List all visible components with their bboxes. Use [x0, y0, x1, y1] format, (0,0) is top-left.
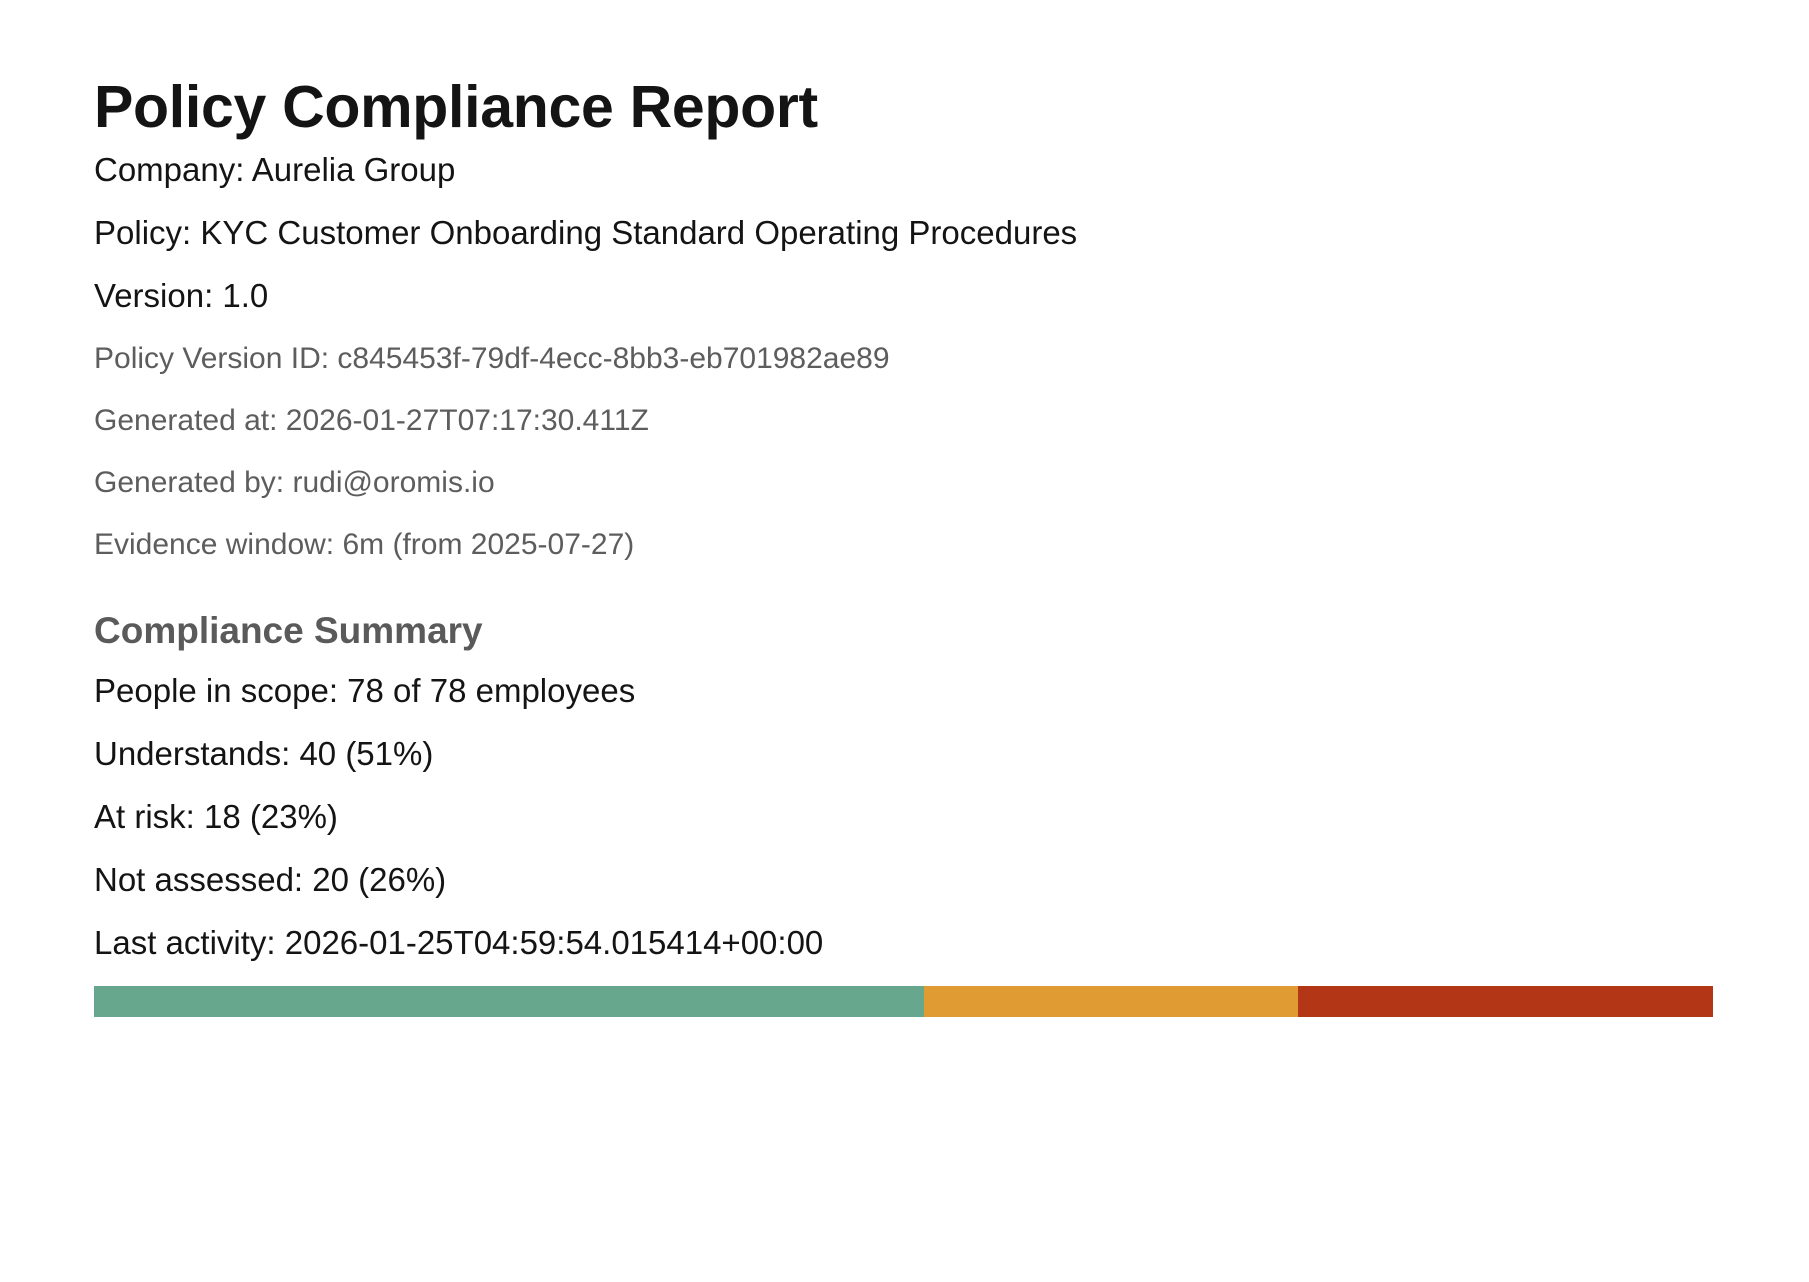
understands-line: Understands: 40 (51%)	[94, 735, 434, 772]
company-line: Company: Aurelia Group	[94, 151, 456, 188]
generated-at-line: Generated at: 2026-01-27T07:17:30.411Z	[94, 404, 649, 437]
not-assessed-line: Not assessed: 20 (26%)	[94, 861, 447, 898]
generated-by-line: Generated by: rudi@oromis.io	[94, 466, 495, 499]
report-page: Policy Compliance Report Company: Aureli…	[94, 70, 1714, 1017]
policy-version-id-line: Policy Version ID: c845453f-79df-4ecc-8b…	[94, 342, 890, 375]
bar-segment-at-risk	[924, 986, 1298, 1017]
compliance-progress-bar	[94, 986, 1713, 1017]
bar-segment-not-assessed	[1297, 986, 1713, 1017]
policy-line: Policy: KYC Customer Onboarding Standard…	[94, 214, 1078, 251]
compliance-summary-heading: Compliance Summary	[94, 610, 483, 651]
page-title: Policy Compliance Report	[94, 74, 818, 140]
people-in-scope-line: People in scope: 78 of 78 employees	[94, 672, 636, 709]
at-risk-line: At risk: 18 (23%)	[94, 798, 338, 835]
last-activity-line: Last activity: 2026-01-25T04:59:54.01541…	[94, 924, 824, 961]
version-line: Version: 1.0	[94, 277, 269, 314]
evidence-window-line: Evidence window: 6m (from 2025-07-27)	[94, 528, 635, 561]
bar-segment-understands	[94, 986, 925, 1017]
